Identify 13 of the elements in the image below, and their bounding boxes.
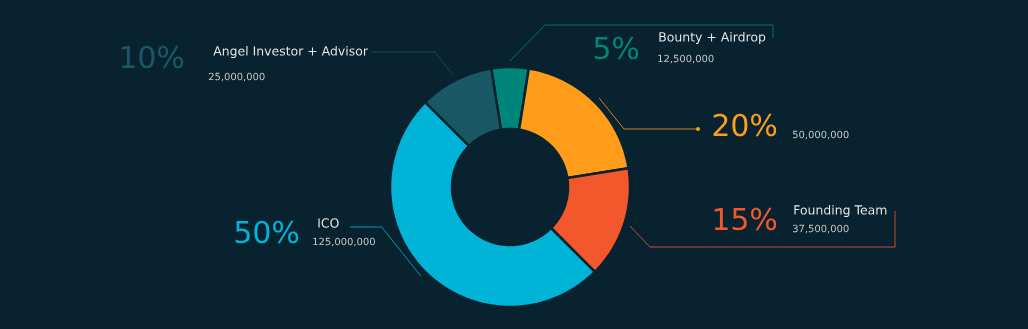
text: 37,500,000 <box>792 224 849 234</box>
slice-label: Bounty + Airdrop <box>659 31 766 45</box>
slice-label: Founding Team <box>794 204 887 218</box>
data-label: 20% <box>713 113 777 137</box>
data-label: 50% <box>235 220 299 244</box>
text: 50,000,000 <box>792 130 849 140</box>
text: 125,000,000 <box>313 237 375 247</box>
slice-label: Angel Investor + Advisor <box>213 45 368 59</box>
data-label: 15% <box>714 207 777 231</box>
data-label: 5% <box>594 36 639 60</box>
text: 12,500,000 <box>658 54 714 64</box>
text: 25,000,000 <box>208 72 265 82</box>
slice-label: ICO <box>318 218 339 228</box>
